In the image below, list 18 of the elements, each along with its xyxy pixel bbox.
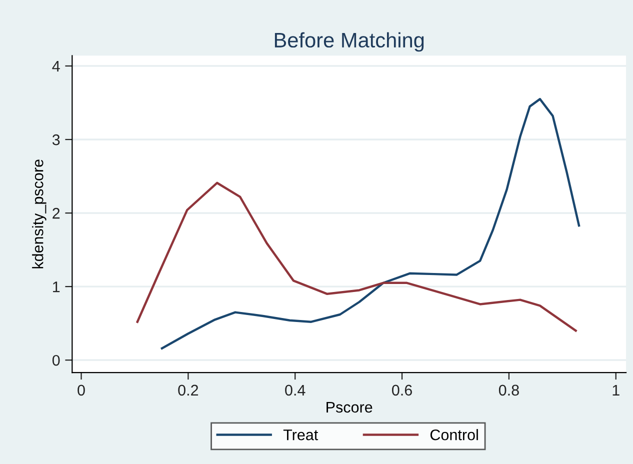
y-tick-label: 0 <box>52 354 60 366</box>
x-tick-label: 0.6 <box>392 384 412 396</box>
legend-label: Treat <box>283 430 318 440</box>
legend-label: Control <box>430 429 478 440</box>
x-tick-label: 0 <box>78 384 85 396</box>
y-tick-label: 2 <box>52 208 60 219</box>
x-tick-label: 0.8 <box>498 384 519 396</box>
line-series <box>136 182 577 332</box>
y-tick-label: 3 <box>52 134 60 146</box>
x-tick-label: 1 <box>612 384 620 396</box>
line-series <box>160 98 580 350</box>
y-axis-title: kdensity_pscore <box>32 160 46 268</box>
y-tick-label: 1 <box>53 282 60 292</box>
x-tick-label: 0.2 <box>178 384 198 396</box>
x-tick-label: 0.4 <box>285 384 306 396</box>
y-tick-label: 4 <box>52 61 60 72</box>
chart-title: Before Matching <box>274 32 424 52</box>
x-axis-title: Pscore <box>326 402 372 413</box>
